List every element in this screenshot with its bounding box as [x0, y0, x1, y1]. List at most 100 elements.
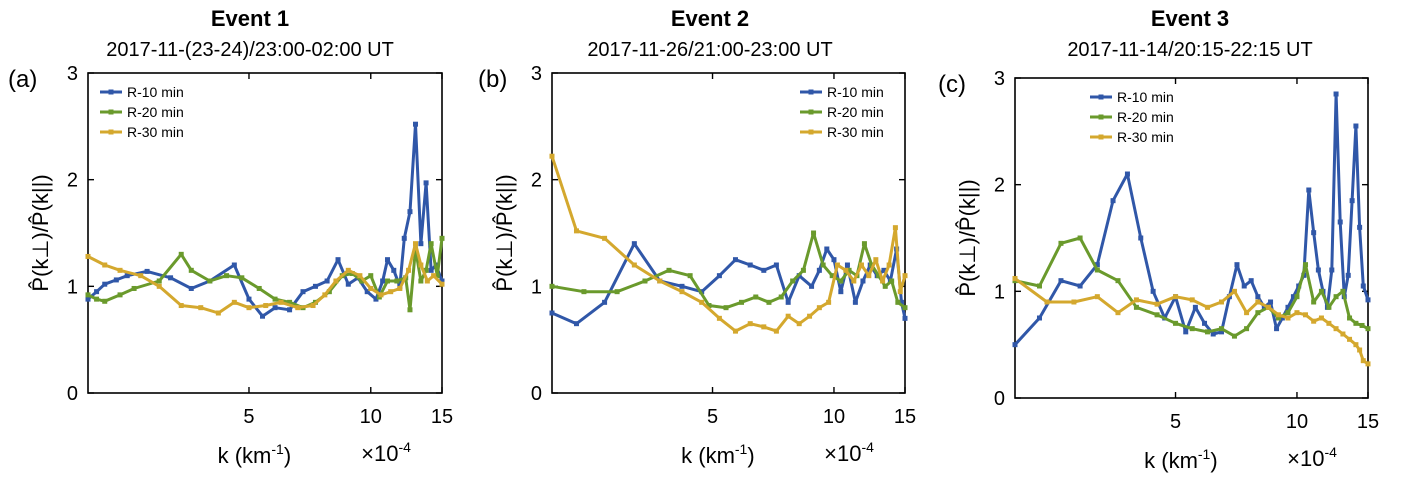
data-point	[401, 235, 407, 241]
data-point	[94, 289, 100, 295]
data-point	[869, 262, 875, 268]
legend-marker	[808, 129, 814, 135]
data-point	[1303, 312, 1309, 318]
x-tick-label: 15	[431, 406, 453, 428]
data-point	[188, 267, 194, 273]
data-point	[263, 303, 269, 309]
x-tick-label: 5	[243, 406, 254, 428]
data-point	[549, 153, 555, 159]
data-point	[388, 289, 394, 295]
data-point	[886, 262, 892, 268]
data-point	[716, 273, 722, 279]
series-r-10-min	[549, 241, 908, 327]
data-point	[892, 225, 898, 231]
data-point	[1210, 331, 1216, 337]
data-point	[1329, 267, 1335, 273]
data-point	[838, 278, 844, 284]
series-line	[87, 242, 444, 315]
data-point	[85, 296, 91, 302]
data-point	[117, 292, 123, 298]
x-axis-label-end: )	[284, 443, 291, 468]
data-point	[1360, 358, 1366, 364]
data-point	[844, 262, 850, 268]
legend-label: R-30 min	[127, 124, 184, 140]
data-point	[428, 267, 434, 273]
data-point	[838, 289, 844, 295]
x-multiplier: ×10-4	[1287, 444, 1337, 471]
data-point	[1357, 224, 1363, 230]
y-tick-label: 2	[531, 170, 542, 192]
data-point	[889, 278, 895, 284]
data-point	[902, 273, 908, 279]
legend-marker	[808, 89, 814, 95]
series-r-30-min	[549, 153, 908, 334]
data-point	[312, 283, 318, 289]
data-point	[1094, 267, 1100, 273]
series-line	[87, 122, 444, 318]
data-point	[631, 262, 637, 268]
data-point	[1326, 320, 1332, 326]
data-point	[1058, 240, 1064, 246]
data-point	[1303, 262, 1309, 268]
data-point	[1138, 235, 1144, 241]
data-point	[1255, 310, 1261, 316]
x-multiplier-main: ×10	[361, 441, 398, 466]
data-point	[391, 267, 397, 273]
data-point	[747, 262, 753, 268]
data-point	[785, 313, 791, 319]
data-point	[773, 262, 779, 268]
data-point	[418, 262, 424, 268]
data-point	[1360, 283, 1366, 289]
data-point	[1094, 262, 1100, 268]
legend-label: R-20 min	[127, 104, 184, 120]
data-point	[1154, 301, 1160, 307]
data-point	[723, 305, 729, 311]
data-point	[876, 273, 882, 279]
data-point	[766, 299, 772, 305]
y-tick-label: 3	[531, 63, 542, 85]
data-point	[394, 278, 400, 284]
data-point	[439, 235, 445, 241]
data-point	[300, 289, 306, 295]
data-point	[1150, 288, 1156, 294]
data-point	[687, 273, 693, 279]
y-tick-label: 1	[994, 281, 1005, 303]
data-point	[811, 230, 817, 236]
data-point	[434, 273, 440, 279]
x-tick-label: 10	[360, 406, 382, 428]
data-point	[1094, 294, 1100, 300]
y-axis-label: P̂(k⊥)/P̂(k||)	[28, 174, 53, 291]
data-point	[761, 267, 767, 273]
data-point	[424, 278, 430, 284]
data-point	[1279, 315, 1285, 321]
data-point	[1077, 283, 1083, 289]
data-point	[1077, 235, 1083, 241]
data-point	[231, 262, 237, 268]
data-point	[880, 278, 886, 284]
data-point	[333, 278, 339, 284]
legend-marker	[808, 109, 814, 115]
legend-label: R-20 min	[1117, 109, 1174, 125]
data-point	[1204, 304, 1210, 310]
data-point	[345, 267, 351, 273]
data-point	[699, 299, 705, 305]
y-tick-label: 2	[994, 175, 1005, 197]
data-point	[406, 267, 412, 273]
data-point	[1036, 283, 1042, 289]
data-point	[716, 315, 722, 321]
data-point	[1173, 320, 1179, 326]
data-point	[796, 321, 802, 327]
data-point	[1036, 315, 1042, 321]
data-point	[679, 289, 685, 295]
data-point	[1294, 294, 1300, 300]
data-point	[897, 289, 903, 295]
data-point	[1012, 342, 1018, 348]
data-point	[1218, 329, 1224, 335]
data-point	[1231, 288, 1237, 294]
legend-label: R-30 min	[1117, 129, 1174, 145]
data-point	[428, 241, 434, 247]
data-point	[816, 305, 822, 311]
data-point	[1347, 315, 1353, 321]
data-point	[778, 294, 784, 300]
